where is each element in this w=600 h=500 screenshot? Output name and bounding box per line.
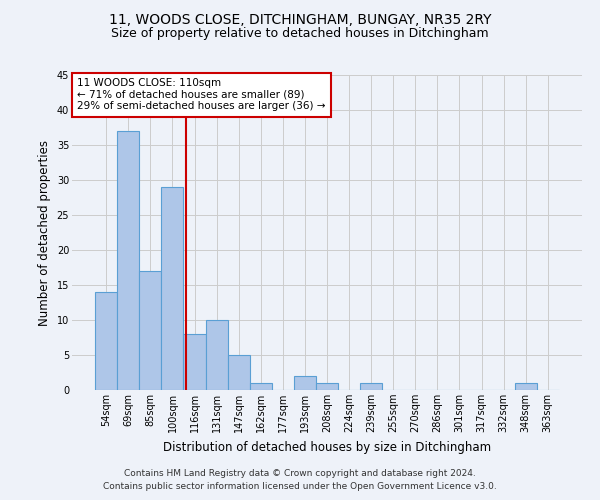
Bar [161, 187, 184, 390]
Bar [360, 383, 382, 390]
Bar [139, 271, 161, 390]
Text: Contains public sector information licensed under the Open Government Licence v3: Contains public sector information licen… [103, 482, 497, 491]
Bar [316, 383, 338, 390]
Y-axis label: Number of detached properties: Number of detached properties [38, 140, 51, 326]
Bar [117, 131, 139, 390]
Bar [227, 355, 250, 390]
Text: Contains HM Land Registry data © Crown copyright and database right 2024.: Contains HM Land Registry data © Crown c… [124, 468, 476, 477]
Bar [250, 383, 272, 390]
X-axis label: Distribution of detached houses by size in Ditchingham: Distribution of detached houses by size … [163, 440, 491, 454]
Text: Size of property relative to detached houses in Ditchingham: Size of property relative to detached ho… [111, 28, 489, 40]
Bar [294, 376, 316, 390]
Bar [95, 292, 117, 390]
Bar [184, 334, 206, 390]
Bar [206, 320, 227, 390]
Text: 11, WOODS CLOSE, DITCHINGHAM, BUNGAY, NR35 2RY: 11, WOODS CLOSE, DITCHINGHAM, BUNGAY, NR… [109, 12, 491, 26]
Text: 11 WOODS CLOSE: 110sqm
← 71% of detached houses are smaller (89)
29% of semi-det: 11 WOODS CLOSE: 110sqm ← 71% of detached… [77, 78, 326, 112]
Bar [515, 383, 537, 390]
